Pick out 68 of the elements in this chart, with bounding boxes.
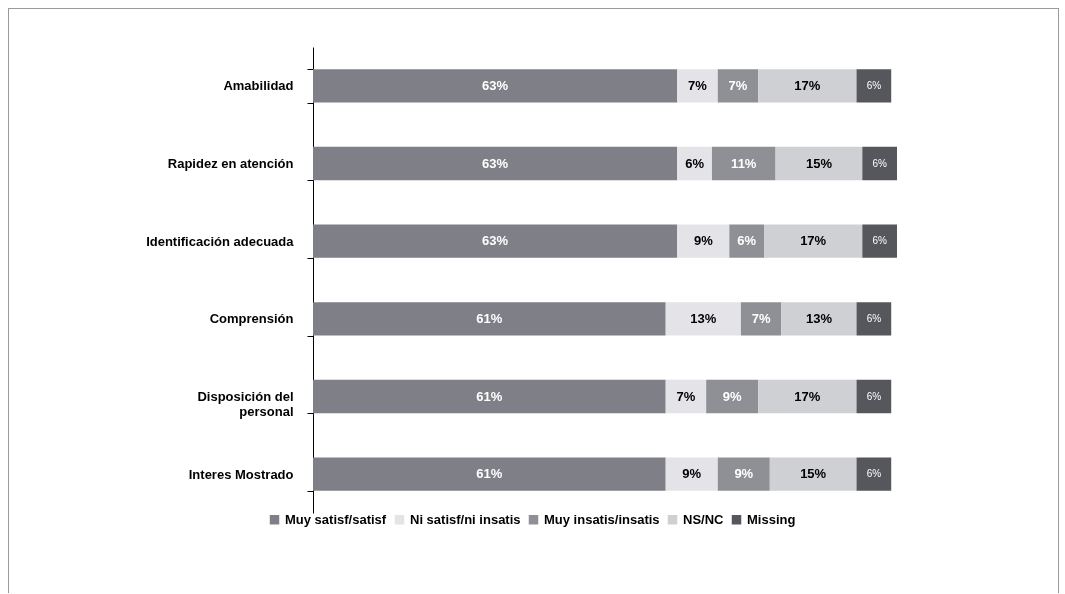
data-label: 6%	[866, 390, 882, 402]
data-label: 6%	[866, 79, 882, 91]
y-tick-label: Disposición del personal	[197, 389, 294, 419]
bar	[313, 457, 666, 491]
data-label: 15%	[805, 155, 833, 171]
data-label: 6%	[866, 468, 882, 480]
data-label: 63%	[482, 77, 509, 93]
legend-label: Missing	[747, 511, 796, 527]
bar	[856, 457, 892, 491]
bar	[313, 69, 678, 103]
bar	[665, 457, 718, 491]
bar	[764, 224, 863, 258]
bar	[729, 224, 765, 258]
data-label: 17%	[794, 388, 821, 404]
data-label: 6%	[685, 155, 705, 171]
bar	[313, 302, 666, 336]
data-label: 6%	[872, 235, 887, 247]
bar	[313, 379, 666, 414]
data-label: 9%	[722, 388, 743, 404]
data-label: 6%	[872, 157, 887, 169]
y-tick-label: Amabilidad	[223, 78, 294, 94]
data-label: 7%	[676, 388, 696, 404]
data-label: 6%	[737, 233, 757, 249]
bar	[677, 224, 730, 258]
bar	[862, 146, 897, 181]
data-label: 13%	[690, 310, 717, 326]
legend-label: Muy insatis/insatis	[544, 511, 660, 527]
bar	[717, 457, 770, 491]
data-label: 7%	[751, 310, 771, 326]
bar	[856, 69, 892, 103]
bar	[758, 379, 857, 414]
bar	[313, 224, 678, 258]
data-label: 61%	[476, 466, 503, 482]
bar	[706, 379, 759, 414]
data-label: 63%	[482, 233, 509, 249]
data-label: 17%	[794, 77, 821, 93]
bar	[717, 69, 759, 103]
bar	[862, 224, 897, 258]
data-label: 7%	[688, 77, 708, 93]
data-label: 9%	[682, 466, 702, 482]
data-label: 11%	[731, 155, 757, 171]
data-label: 61%	[476, 310, 503, 326]
bar	[740, 302, 782, 336]
data-label: 6%	[866, 312, 882, 324]
data-label: 9%	[693, 233, 714, 249]
legend-label: Muy satisf/satisf	[285, 511, 387, 527]
bar	[775, 146, 863, 181]
y-tick-label: Interes Mostrado	[188, 466, 294, 482]
bar	[711, 146, 776, 181]
bar	[758, 69, 857, 103]
data-label: 15%	[800, 466, 827, 482]
bar	[677, 69, 718, 103]
legend-label: NS/NC	[683, 511, 725, 527]
data-label: 63%	[482, 155, 509, 171]
bar	[781, 302, 857, 336]
bar	[665, 302, 741, 336]
bar	[313, 146, 678, 181]
y-tick-label: Rapidez en atención	[167, 156, 294, 171]
bar	[769, 457, 857, 491]
data-label: 13%	[805, 310, 833, 326]
data-label: 9%	[734, 466, 754, 482]
y-tick-label: Identificación adecuada	[146, 233, 295, 249]
y-tick-label: Comprensión	[209, 311, 294, 327]
data-label: 7%	[728, 77, 748, 93]
data-label: 17%	[800, 233, 827, 249]
legend-label: Ni satisf/ni insatis	[410, 511, 521, 527]
data-label: 61%	[476, 388, 503, 404]
bar	[856, 302, 892, 336]
